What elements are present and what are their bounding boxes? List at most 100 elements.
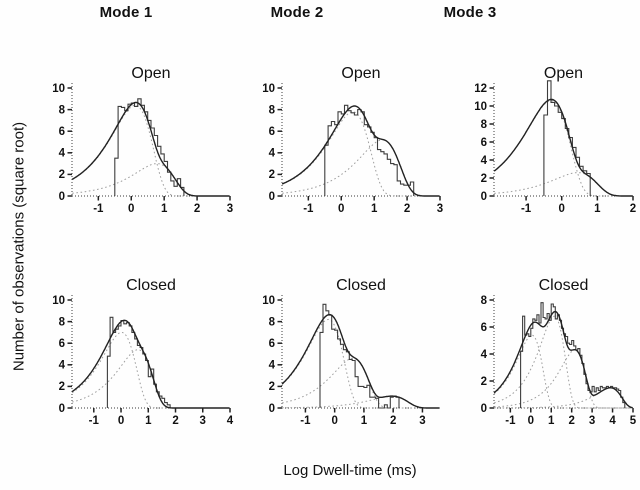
subplot-title: Closed xyxy=(336,277,386,294)
fit-component-curve xyxy=(494,349,633,409)
x-tick-label: 4 xyxy=(609,415,616,427)
histogram-outline xyxy=(324,104,415,196)
column-header-mode-1: Mode 1 xyxy=(99,4,153,21)
fit-component-curve xyxy=(494,172,633,197)
y-axis-label: Number of observations (square root) xyxy=(10,121,28,372)
x-tick-label: 3 xyxy=(200,415,206,427)
x-tick-label: 0 xyxy=(331,415,337,427)
y-tick-label: 6 xyxy=(269,126,275,138)
x-tick-label: 3 xyxy=(419,415,425,427)
x-tick-label: 1 xyxy=(594,203,601,215)
y-tick-label: 2 xyxy=(481,376,487,388)
y-tick-label: 4 xyxy=(269,360,276,372)
histogram-outline xyxy=(520,302,626,408)
x-tick-label: 0 xyxy=(118,415,124,427)
x-tick-label: -1 xyxy=(505,415,516,427)
x-tick-label: 0 xyxy=(128,203,134,215)
fit-total-curve xyxy=(493,98,633,197)
y-tick-label: 4 xyxy=(481,349,488,361)
fit-component-curve xyxy=(282,357,440,409)
x-tick-label: 2 xyxy=(172,415,178,427)
histogram-outline xyxy=(114,98,185,196)
x-tick-label: 0 xyxy=(559,203,565,215)
x-tick-label: 2 xyxy=(390,415,396,427)
y-tick-label: 6 xyxy=(59,126,65,138)
y-tick-label: 0 xyxy=(59,191,65,203)
x-tick-label: 2 xyxy=(194,203,200,215)
y-tick-label: 2 xyxy=(59,169,65,181)
y-tick-label: 8 xyxy=(481,295,488,307)
y-tick-label: 0 xyxy=(269,191,275,203)
y-tick-label: 6 xyxy=(481,137,487,149)
fit-component-curve xyxy=(493,334,633,409)
y-tick-label: 4 xyxy=(59,360,66,372)
y-tick-label: 2 xyxy=(269,169,275,181)
y-tick-label: 10 xyxy=(262,83,275,95)
x-tick-label: 4 xyxy=(227,415,234,427)
x-tick-label: 2 xyxy=(568,415,574,427)
x-tick-label: 1 xyxy=(145,415,152,427)
fit-total-curve xyxy=(281,105,440,197)
subplot-title: Closed xyxy=(539,277,589,294)
y-tick-label: 0 xyxy=(481,191,487,203)
subplot-title: Open xyxy=(131,65,170,82)
y-tick-label: 10 xyxy=(474,101,487,113)
fit-component-curve xyxy=(281,318,440,409)
x-tick-label: -1 xyxy=(93,203,104,215)
fit-component-curve xyxy=(282,139,440,197)
subplot-title: Open xyxy=(544,65,583,82)
fit-component-curve xyxy=(71,104,230,197)
x-tick-label: -1 xyxy=(300,415,311,427)
x-tick-label: 0 xyxy=(528,415,534,427)
y-tick-label: 4 xyxy=(269,148,276,160)
fit-component-curve xyxy=(282,111,440,197)
x-tick-label: 3 xyxy=(589,415,595,427)
y-tick-label: 8 xyxy=(59,104,66,116)
fit-total-curve xyxy=(281,313,440,409)
y-tick-label: 4 xyxy=(481,155,488,167)
y-tick-label: 8 xyxy=(59,316,66,328)
y-tick-label: 6 xyxy=(269,338,275,350)
y-tick-label: 10 xyxy=(52,295,65,307)
x-tick-label: 0 xyxy=(338,203,344,215)
y-tick-label: 10 xyxy=(52,83,65,95)
fit-component-curve xyxy=(494,387,633,409)
column-header-mode-2: Mode 2 xyxy=(270,4,324,21)
x-tick-label: 1 xyxy=(161,203,168,215)
histogram-outline xyxy=(543,80,591,196)
x-tick-label: 2 xyxy=(630,203,636,215)
subplot-mode3-closed: Closed 0 2 4 6 8 -1 0 1 2 3 4 5 xyxy=(481,277,637,427)
fit-total-curve xyxy=(493,310,633,409)
subplot-title: Open xyxy=(341,65,380,82)
y-tick-label: 0 xyxy=(481,403,487,415)
y-tick-label: 8 xyxy=(269,316,276,328)
subplot-mode1-open: Open 0 2 4 6 8 10 -1 0 1 2 3 xyxy=(52,65,233,215)
fit-component-curve xyxy=(72,163,230,197)
fit-component-curve xyxy=(72,349,230,409)
y-tick-label: 2 xyxy=(481,173,487,185)
x-axis-label: Log Dwell-time (ms) xyxy=(283,462,417,479)
subplot-mode2-closed: Closed 0 2 4 6 8 10 -1 0 1 2 3 xyxy=(262,277,440,427)
x-tick-label: 5 xyxy=(630,415,637,427)
subplot-title: Closed xyxy=(126,277,176,294)
histogram-outline xyxy=(106,316,171,408)
x-tick-label: 2 xyxy=(404,203,410,215)
y-tick-label: 8 xyxy=(481,119,488,131)
y-tick-label: 10 xyxy=(262,295,275,307)
x-tick-label: 3 xyxy=(437,203,443,215)
y-tick-label: 0 xyxy=(59,403,65,415)
subplot-mode1-closed: Closed 0 2 4 6 8 10 -1 0 1 2 3 4 xyxy=(52,277,234,427)
histogram-outline xyxy=(319,303,400,409)
y-tick-label: 2 xyxy=(59,381,65,393)
x-tick-label: -1 xyxy=(521,203,532,215)
y-tick-label: 2 xyxy=(269,381,275,393)
y-tick-label: 8 xyxy=(269,104,276,116)
y-tick-label: 4 xyxy=(59,148,66,160)
column-header-mode-3: Mode 3 xyxy=(443,4,497,21)
fit-total-curve xyxy=(71,101,230,197)
y-tick-label: 12 xyxy=(474,83,487,95)
y-tick-label: 6 xyxy=(59,338,65,350)
y-tick-label: 6 xyxy=(481,322,487,334)
